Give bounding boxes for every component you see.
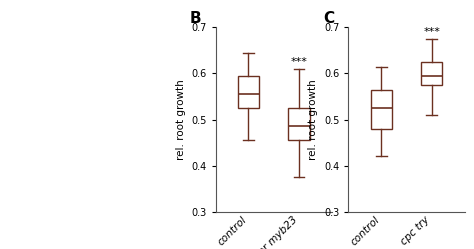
Text: ***: ***	[423, 27, 440, 37]
Text: ***: ***	[291, 57, 308, 66]
Y-axis label: rel. root growth: rel. root growth	[176, 79, 186, 160]
PathPatch shape	[371, 90, 392, 129]
Y-axis label: rel. root growth: rel. root growth	[309, 79, 319, 160]
PathPatch shape	[288, 108, 310, 140]
Text: B: B	[190, 11, 202, 26]
PathPatch shape	[421, 62, 442, 85]
PathPatch shape	[238, 76, 259, 108]
Text: C: C	[323, 11, 334, 26]
